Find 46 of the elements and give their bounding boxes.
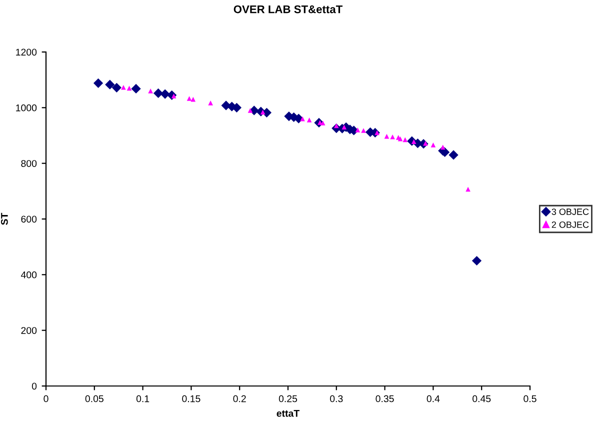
point xyxy=(355,128,360,132)
point xyxy=(160,89,170,99)
x-tick-label: 0.15 xyxy=(182,395,200,402)
x-tick-label: 0.3 xyxy=(330,395,343,402)
x-tick-label: 0.5 xyxy=(524,395,536,402)
x-tick-label: 0.2 xyxy=(233,395,246,402)
point xyxy=(430,142,436,148)
x-tick-label: 0.4 xyxy=(426,395,440,402)
y-tick-label: 0 xyxy=(32,382,37,390)
point xyxy=(186,96,192,101)
point xyxy=(361,128,366,133)
x-tick-label: 0.05 xyxy=(85,395,104,402)
point xyxy=(306,118,312,122)
point xyxy=(466,186,470,192)
point xyxy=(472,256,482,266)
x-tick-label: 0 xyxy=(44,395,48,402)
point xyxy=(153,88,164,98)
legend-label: 3 OBJEC xyxy=(552,208,589,215)
point xyxy=(131,84,141,94)
legend-label: 2 OBJEC xyxy=(552,221,589,228)
point xyxy=(248,108,253,113)
y-tick-label: 400 xyxy=(20,271,37,278)
x-tick-label: 0.45 xyxy=(472,395,491,402)
x-tick-label: 0.25 xyxy=(278,395,298,402)
point xyxy=(112,82,122,92)
point xyxy=(402,137,408,142)
x-tick-label: 0.1 xyxy=(136,395,150,402)
point xyxy=(440,144,446,150)
point xyxy=(320,120,326,126)
point xyxy=(208,100,213,106)
y-axis-title: ST xyxy=(0,212,8,225)
chart-title: OVER LAB ST&ettaT xyxy=(234,5,343,14)
point xyxy=(148,88,153,94)
point xyxy=(121,84,126,90)
y-tick-label: 200 xyxy=(21,327,37,334)
y-tick-label: 1000 xyxy=(16,104,37,112)
point xyxy=(93,78,104,88)
y-tick-label: 600 xyxy=(21,216,37,223)
point xyxy=(390,134,395,140)
y-tick-label: 1200 xyxy=(16,48,37,56)
x-axis-title: ettaT xyxy=(276,410,300,417)
point xyxy=(190,96,196,102)
x-tick-label: 0.35 xyxy=(376,395,394,402)
y-tick-label: 800 xyxy=(21,160,37,167)
point xyxy=(105,80,115,90)
point xyxy=(448,150,458,160)
